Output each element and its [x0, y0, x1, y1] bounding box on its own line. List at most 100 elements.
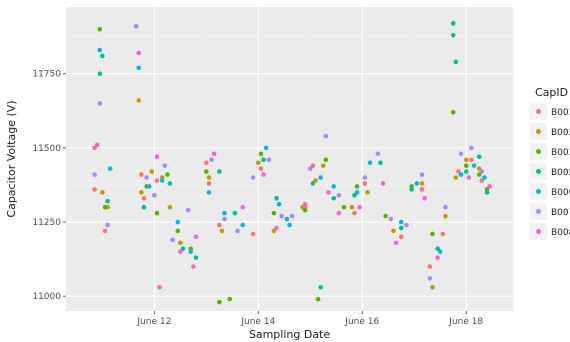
- data-point-b007: [152, 193, 157, 198]
- data-point-b008: [422, 195, 427, 201]
- data-point-b002: [476, 166, 482, 171]
- data-point-b007: [336, 193, 342, 198]
- data-point-b001: [456, 169, 461, 174]
- data-point-b008: [380, 181, 386, 186]
- data-point-b003: [341, 204, 347, 210]
- data-point-b001: [440, 231, 446, 237]
- data-point-b002: [219, 228, 225, 234]
- data-point-b002: [391, 228, 396, 234]
- data-point-b005: [484, 190, 490, 195]
- data-point-b005: [435, 246, 440, 252]
- data-point-b005: [378, 160, 383, 166]
- data-point-b001: [102, 228, 108, 234]
- data-point-b005: [318, 284, 323, 290]
- data-point-b003: [97, 26, 103, 32]
- data-point-b008: [136, 50, 142, 56]
- data-point-b005: [453, 59, 459, 65]
- data-point-b006: [318, 175, 323, 180]
- y-axis: 11000 11250 11500 11750: [32, 70, 66, 302]
- data-point-b008: [261, 172, 266, 177]
- data-point-b007: [133, 23, 139, 29]
- legend-key-dot: [536, 129, 541, 134]
- data-point-b008: [191, 264, 196, 269]
- data-point-b008: [94, 142, 100, 148]
- data-point-b003: [102, 204, 108, 210]
- data-point-b006: [222, 210, 227, 216]
- data-point-b003: [315, 296, 321, 302]
- data-point-b003: [354, 184, 360, 189]
- legend-key-dot: [536, 169, 541, 174]
- data-point-b007: [105, 222, 110, 228]
- data-point-b007: [443, 204, 448, 210]
- data-point-b005: [232, 210, 238, 216]
- data-point-b005: [409, 187, 414, 192]
- data-point-b002: [443, 213, 448, 219]
- data-point-b001: [469, 157, 474, 163]
- data-point-b008: [357, 204, 362, 210]
- legend: CapID B001 B002 B003 B005 B006 B007 B008: [530, 86, 570, 240]
- data-point-b006: [175, 219, 181, 225]
- data-point-b003: [450, 109, 456, 115]
- legend-key-dot: [536, 109, 541, 114]
- x-axis: June 12 June 14 June 16 June 18: [136, 311, 483, 327]
- data-point-b007: [362, 175, 368, 180]
- legend-title: CapID: [535, 86, 568, 99]
- data-point-b007: [250, 175, 256, 180]
- legend-key-dot: [536, 149, 541, 154]
- legend-label: B002: [551, 128, 570, 138]
- data-point-b005: [398, 225, 404, 231]
- data-point-b005: [180, 246, 186, 252]
- data-point-b002: [139, 190, 144, 195]
- data-point-b001: [217, 222, 222, 228]
- data-point-b006: [263, 145, 269, 151]
- y-tick-label: 11750: [32, 70, 61, 80]
- legend-label: B003: [551, 148, 570, 158]
- data-point-b008: [274, 225, 279, 231]
- data-point-b005: [352, 193, 357, 198]
- data-point-b003: [217, 299, 222, 305]
- data-point-b001: [206, 181, 212, 186]
- data-point-b008: [466, 175, 472, 180]
- data-point-b005: [217, 169, 222, 174]
- data-point-b005: [463, 169, 469, 174]
- x-tick-label: June 18: [448, 317, 483, 327]
- data-point-b002: [100, 190, 105, 195]
- data-point-b008: [211, 151, 217, 157]
- data-point-b003: [175, 228, 181, 234]
- data-point-b001: [362, 181, 368, 186]
- data-point-b003: [154, 210, 160, 216]
- data-point-b007: [375, 151, 381, 157]
- data-point-b001: [139, 172, 144, 177]
- data-point-b007: [170, 237, 175, 243]
- data-point-b003: [463, 163, 469, 168]
- data-point-b005: [105, 198, 110, 204]
- y-axis-title: Capacitor Voltage (V): [5, 100, 18, 217]
- data-point-b007: [279, 213, 285, 219]
- data-point-b008: [336, 210, 342, 216]
- data-point-b007: [404, 222, 409, 228]
- data-point-b006: [398, 219, 404, 225]
- data-point-b005: [284, 216, 290, 222]
- data-point-b005: [310, 181, 316, 186]
- data-point-b003: [204, 169, 209, 174]
- data-point-b002: [349, 204, 355, 210]
- data-point-b001: [204, 160, 209, 166]
- legend-label: B006: [551, 188, 570, 198]
- data-point-b006: [206, 190, 212, 195]
- data-point-b008: [154, 154, 160, 160]
- data-point-b006: [482, 175, 487, 180]
- data-point-b008: [326, 190, 331, 195]
- data-point-b006: [146, 184, 152, 189]
- legend-key-dot: [536, 209, 541, 214]
- data-point-b001: [419, 187, 425, 192]
- data-point-b002: [320, 163, 326, 168]
- data-point-b005: [261, 157, 266, 163]
- data-point-b001: [258, 166, 264, 171]
- legend-key-dot: [536, 229, 541, 234]
- data-point-b007: [289, 213, 295, 219]
- data-point-b006: [136, 65, 142, 71]
- data-point-b005: [141, 204, 147, 210]
- data-point-b007: [469, 145, 474, 151]
- data-point-b001: [352, 210, 357, 216]
